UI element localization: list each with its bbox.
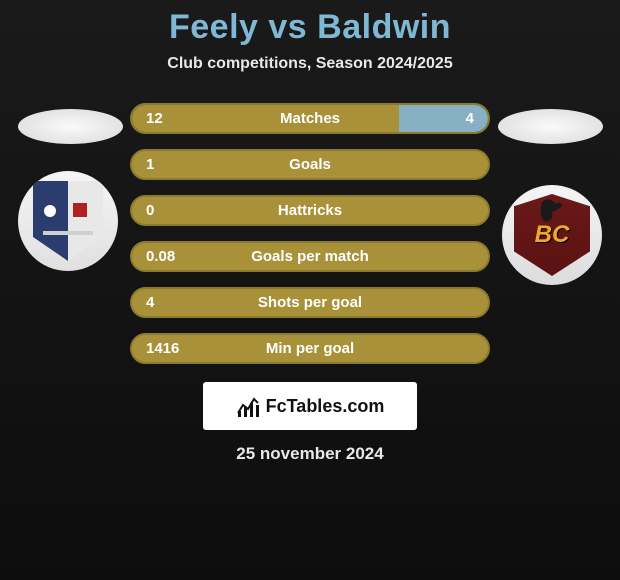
bar-goals: 1 Goals bbox=[130, 149, 490, 180]
bar-hattricks-label: Hattricks bbox=[278, 202, 342, 219]
footer-date: 25 november 2024 bbox=[0, 444, 620, 464]
comparison-card: Feely vs Baldwin Club competitions, Seas… bbox=[0, 0, 620, 464]
bar-gpm-left-val: 0.08 bbox=[146, 248, 175, 265]
crest-left-shield bbox=[33, 181, 103, 261]
page-title: Feely vs Baldwin bbox=[0, 8, 620, 47]
bar-matches-left-val: 12 bbox=[146, 110, 163, 127]
footer-logo[interactable]: FcTables.com bbox=[203, 382, 417, 430]
right-side bbox=[490, 103, 610, 144]
crest-left-detail-icon bbox=[33, 181, 103, 261]
crest-right-shield: BC bbox=[514, 194, 590, 276]
bar-spg-left-val: 4 bbox=[146, 294, 154, 311]
subtitle: Club competitions, Season 2024/2025 bbox=[0, 55, 620, 73]
stat-bars: 12 Matches 4 1 Goals 0 Hattricks 0.08 Go… bbox=[130, 103, 490, 364]
player-oval-left bbox=[18, 109, 123, 144]
bar-hattricks: 0 Hattricks bbox=[130, 195, 490, 226]
main-area: 12 Matches 4 1 Goals 0 Hattricks 0.08 Go… bbox=[0, 103, 620, 364]
bar-mpg-label: Min per goal bbox=[266, 340, 354, 357]
bar-spg: 4 Shots per goal bbox=[130, 287, 490, 318]
bar-matches: 12 Matches 4 bbox=[130, 103, 490, 134]
bar-gpm: 0.08 Goals per match bbox=[130, 241, 490, 272]
bar-spg-label: Shots per goal bbox=[258, 294, 362, 311]
bar-goals-label: Goals bbox=[289, 156, 331, 173]
fctables-chart-icon bbox=[236, 395, 260, 417]
bar-matches-right-val: 4 bbox=[466, 110, 474, 127]
club-crest-right: BC bbox=[502, 185, 602, 285]
left-side bbox=[10, 103, 130, 144]
bar-goals-left-val: 1 bbox=[146, 156, 154, 173]
bar-gpm-label: Goals per match bbox=[251, 248, 369, 265]
player-oval-right bbox=[498, 109, 603, 144]
bar-matches-label: Matches bbox=[280, 110, 340, 127]
bar-mpg-left-val: 1416 bbox=[146, 340, 179, 357]
bar-mpg: 1416 Min per goal bbox=[130, 333, 490, 364]
bar-matches-right-fill bbox=[399, 105, 488, 132]
footer-logo-text: FcTables.com bbox=[266, 396, 385, 417]
bar-matches-left-fill bbox=[132, 105, 399, 132]
club-crest-left bbox=[18, 171, 118, 271]
bar-hattricks-left-val: 0 bbox=[146, 202, 154, 219]
crest-right-rooster-icon bbox=[514, 194, 590, 276]
